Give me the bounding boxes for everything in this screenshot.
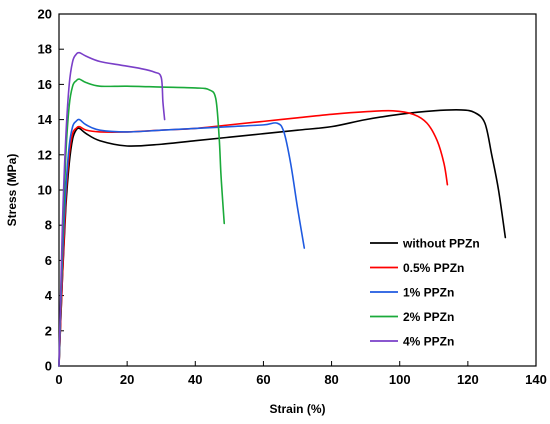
y-tick-label: 8 bbox=[45, 218, 52, 233]
x-tick-label: 120 bbox=[457, 372, 479, 387]
legend-label-0: without PPZn bbox=[402, 237, 480, 251]
y-tick-label: 0 bbox=[45, 359, 52, 374]
y-tick-label: 12 bbox=[38, 147, 52, 162]
series-line-1 bbox=[58, 109, 449, 367]
y-tick-label: 2 bbox=[45, 323, 52, 338]
series-line-2 bbox=[58, 118, 306, 367]
y-tick-label: 4 bbox=[45, 288, 53, 303]
x-tick-label: 100 bbox=[389, 372, 411, 387]
legend-label-1: 0.5% PPZn bbox=[403, 261, 464, 275]
series-line-4 bbox=[58, 51, 166, 367]
x-axis-title: Strain (%) bbox=[269, 402, 325, 416]
x-tick-label: 40 bbox=[188, 372, 202, 387]
x-tick-label: 20 bbox=[120, 372, 134, 387]
x-tick-label: 60 bbox=[256, 372, 270, 387]
y-tick-label: 20 bbox=[38, 7, 52, 22]
legend-label-2: 1% PPZn bbox=[403, 286, 454, 300]
x-tick-label: 140 bbox=[525, 372, 547, 387]
x-tick-label: 80 bbox=[324, 372, 338, 387]
series-lines bbox=[58, 51, 507, 367]
y-tick-label: 14 bbox=[38, 112, 53, 127]
legend: without PPZn 0.5% PPZn 1% PPZn 2% PPZn 4% PP… bbox=[370, 237, 480, 349]
y-tick-label: 10 bbox=[38, 183, 52, 198]
series-line-0 bbox=[58, 109, 507, 367]
x-tick-label: 0 bbox=[55, 372, 62, 387]
y-axis-title: Stress (MPa) bbox=[5, 154, 19, 227]
y-tick-label: 18 bbox=[38, 42, 52, 57]
y-tick-label: 6 bbox=[45, 253, 52, 268]
x-axis: 0 20 40 60 80 100 120 140 bbox=[55, 361, 547, 387]
y-axis: 0 2 4 6 8 10 12 14 16 18 20 bbox=[38, 7, 64, 374]
series-line-3 bbox=[58, 78, 226, 367]
legend-label-4: 4% PPZn bbox=[403, 335, 454, 349]
legend-label-3: 2% PPZn bbox=[403, 310, 454, 324]
y-tick-label: 16 bbox=[38, 77, 52, 92]
